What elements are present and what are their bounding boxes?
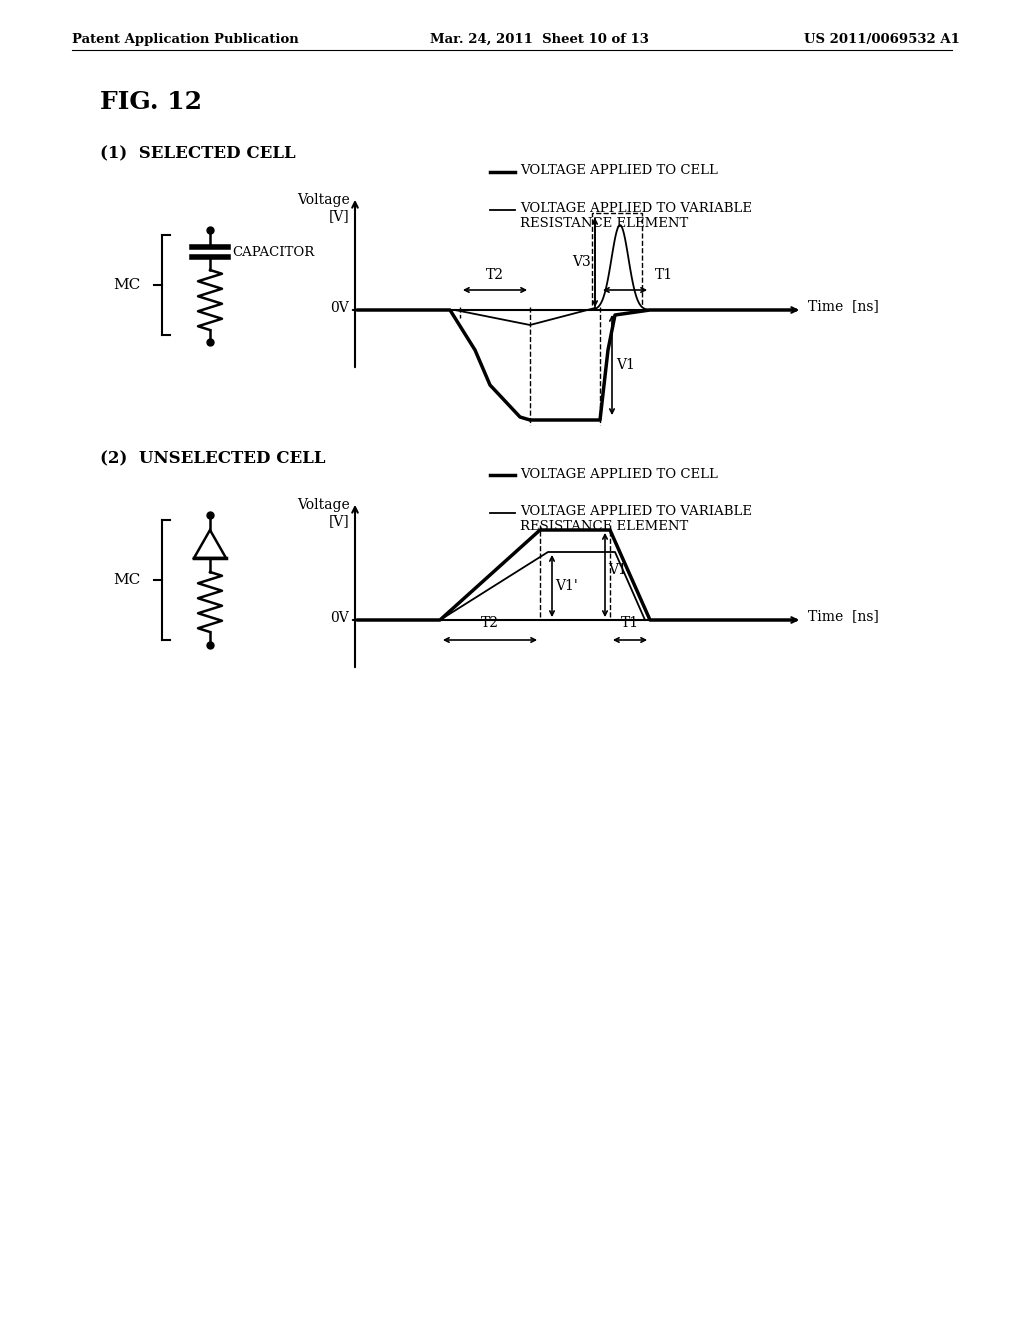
Text: V3: V3 — [572, 255, 591, 268]
Text: Voltage
[V]: Voltage [V] — [297, 498, 350, 528]
Text: 0V: 0V — [331, 611, 349, 624]
Text: Voltage
[V]: Voltage [V] — [297, 193, 350, 223]
Text: FIG. 12: FIG. 12 — [100, 90, 202, 114]
Text: T2: T2 — [481, 616, 499, 630]
Text: T1: T1 — [621, 616, 639, 630]
Text: (1)  SELECTED CELL: (1) SELECTED CELL — [100, 145, 296, 162]
Text: Mar. 24, 2011  Sheet 10 of 13: Mar. 24, 2011 Sheet 10 of 13 — [430, 33, 649, 46]
Text: VOLTAGE APPLIED TO CELL: VOLTAGE APPLIED TO CELL — [520, 467, 718, 480]
Text: VOLTAGE APPLIED TO VARIABLE
RESISTANCE ELEMENT: VOLTAGE APPLIED TO VARIABLE RESISTANCE E… — [520, 506, 752, 533]
Text: T2: T2 — [486, 268, 504, 282]
Text: T1: T1 — [655, 268, 673, 282]
Text: V1: V1 — [616, 358, 635, 372]
Text: VOLTAGE APPLIED TO CELL: VOLTAGE APPLIED TO CELL — [520, 165, 718, 177]
Text: Patent Application Publication: Patent Application Publication — [72, 33, 299, 46]
Text: MC: MC — [113, 573, 140, 587]
Text: CAPACITOR: CAPACITOR — [232, 246, 314, 259]
Text: VOLTAGE APPLIED TO VARIABLE
RESISTANCE ELEMENT: VOLTAGE APPLIED TO VARIABLE RESISTANCE E… — [520, 202, 752, 230]
Text: V1': V1' — [555, 579, 578, 593]
Text: V1: V1 — [608, 564, 627, 577]
Text: MC: MC — [113, 279, 140, 292]
Text: Time  [ns]: Time [ns] — [808, 300, 879, 313]
Text: 0V: 0V — [331, 301, 349, 315]
Text: US 2011/0069532 A1: US 2011/0069532 A1 — [804, 33, 961, 46]
Text: (2)  UNSELECTED CELL: (2) UNSELECTED CELL — [100, 450, 326, 467]
Text: Time  [ns]: Time [ns] — [808, 609, 879, 623]
